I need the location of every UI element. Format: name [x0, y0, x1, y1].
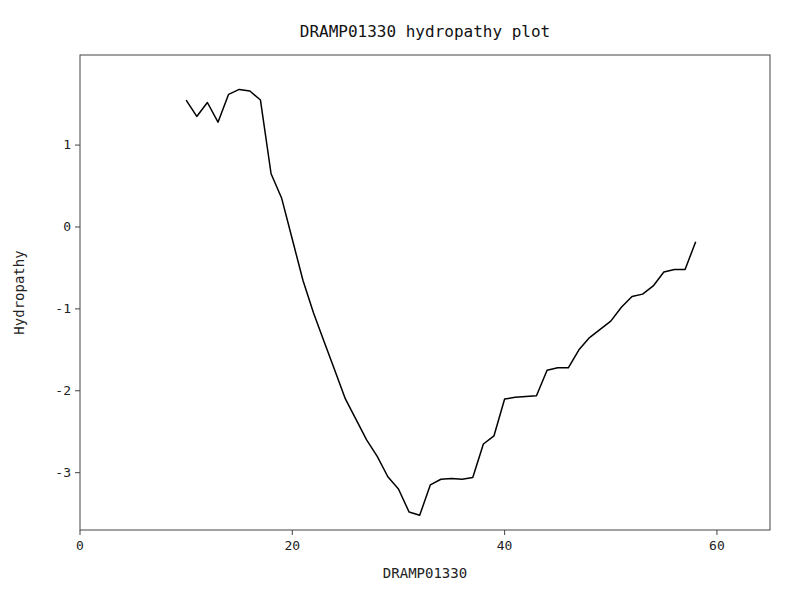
- y-tick-label: -3: [55, 465, 71, 480]
- y-axis-label: Hydropathy: [11, 250, 27, 334]
- x-tick-label: 60: [709, 538, 725, 553]
- plot-frame: [80, 55, 770, 530]
- x-tick: [716, 530, 717, 535]
- axes: 0 20 40 60 -3 -2 -1 0 1: [55, 137, 724, 553]
- y-tick: [75, 226, 80, 227]
- chart: 0 20 40 60 -3 -2 -1 0 1 DRAMP01330 hydropathy plo…: [0, 0, 800, 600]
- x-tick: [80, 530, 81, 535]
- y-tick: [75, 472, 80, 473]
- plot-area: [186, 89, 696, 515]
- x-tick-label: 40: [497, 538, 513, 553]
- y-tick-label: -2: [55, 383, 71, 398]
- x-tick-label: 0: [76, 538, 84, 553]
- x-tick: [292, 530, 293, 535]
- title: DRAMP01330 hydropathy plot: [300, 22, 550, 41]
- y-tick-label: 1: [63, 137, 71, 152]
- y-tick: [75, 308, 80, 309]
- y-tick-label: -1: [55, 301, 71, 316]
- y-tick-label: 0: [63, 219, 71, 234]
- y-tick: [75, 145, 80, 146]
- x-axis-label: DRAMP01330: [383, 565, 467, 581]
- y-tick: [75, 390, 80, 391]
- data-line: [186, 89, 696, 515]
- x-tick: [504, 530, 505, 535]
- x-tick-label: 20: [284, 538, 300, 553]
